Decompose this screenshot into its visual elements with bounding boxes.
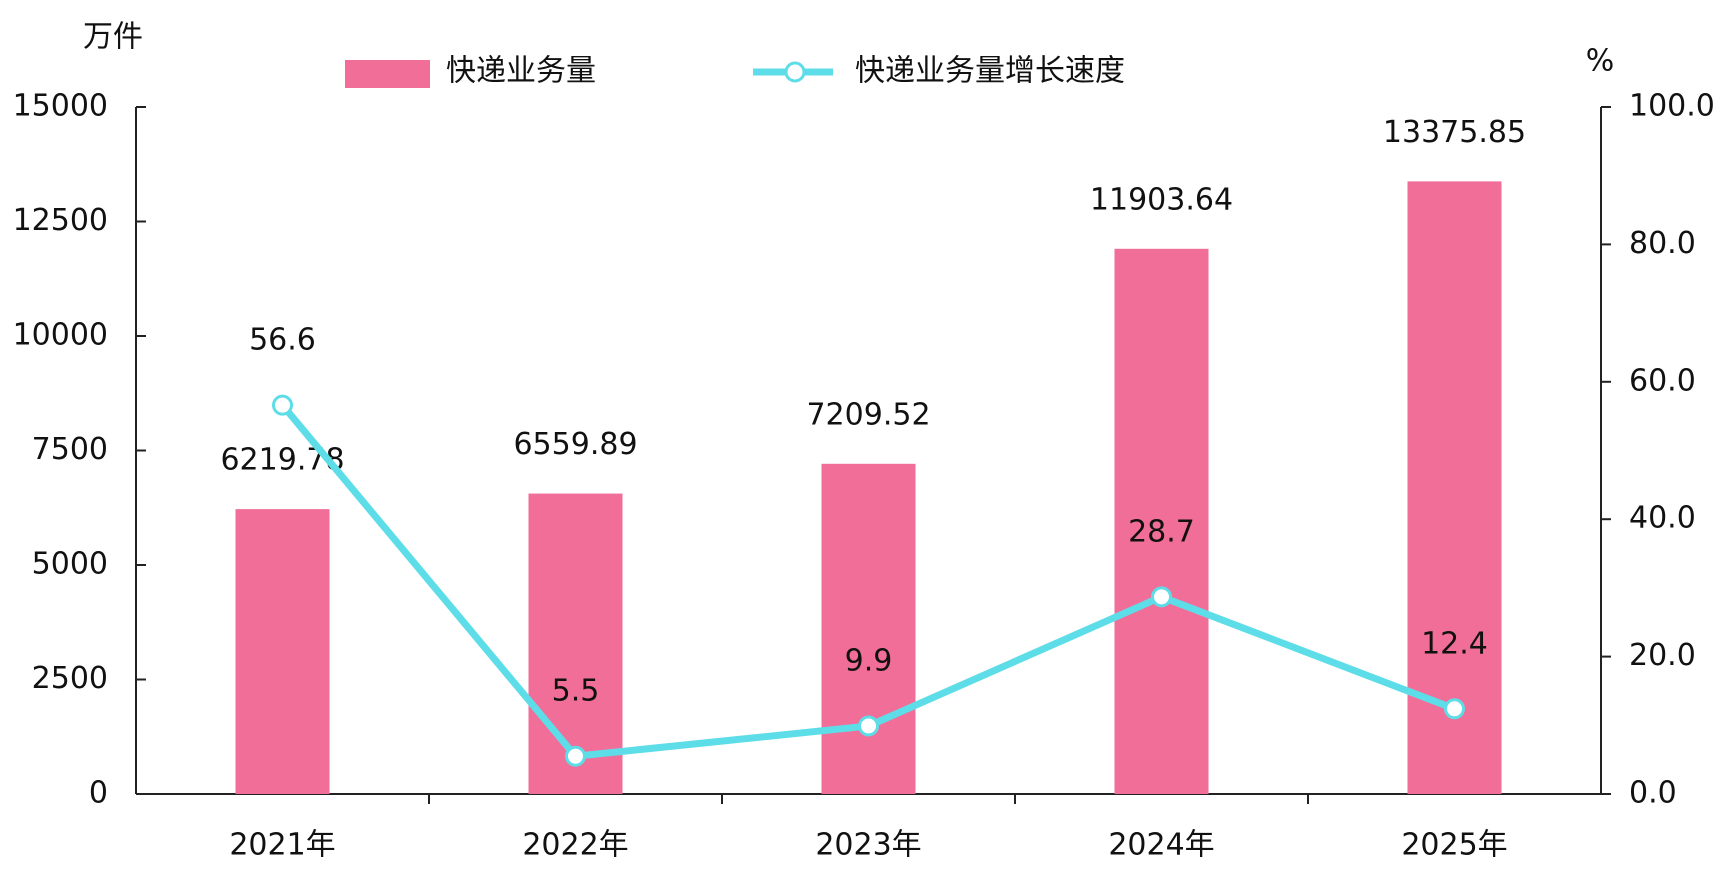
- bar-label: 11903.64: [1090, 182, 1233, 217]
- legend-label: 快递业务量增长速度: [855, 54, 1125, 89]
- y2-tick-label: 0.0: [1629, 776, 1677, 811]
- line-label: 56.6: [249, 323, 316, 358]
- y2-tick-label: 20.0: [1629, 638, 1696, 673]
- bar-label: 7209.52: [806, 397, 930, 432]
- bar: [821, 463, 916, 794]
- growth-point: [272, 394, 293, 416]
- legend-marker: [784, 61, 806, 83]
- y-unit: 万件: [83, 20, 143, 55]
- bar: [528, 493, 623, 794]
- bar: [235, 509, 330, 794]
- growth-point: [1444, 698, 1465, 720]
- line-label: 12.4: [1421, 626, 1488, 661]
- x-tick-label: 2023年: [815, 828, 921, 863]
- x-tick-label: 2024年: [1108, 828, 1214, 863]
- y2-tick-label: 100.0: [1629, 89, 1715, 124]
- y-tick-label: 2500: [32, 661, 108, 696]
- y-tick-label: 10000: [13, 318, 108, 353]
- growth-point: [565, 745, 586, 767]
- bar: [1407, 181, 1502, 795]
- growth-point: [858, 715, 879, 737]
- y2-tick-label: 80.0: [1629, 226, 1696, 261]
- bar: [1114, 248, 1209, 794]
- growth-point: [1151, 586, 1172, 608]
- line-label: 9.9: [845, 643, 893, 678]
- bar-label: 13375.85: [1383, 115, 1526, 150]
- y2-tick-label: 40.0: [1629, 501, 1696, 536]
- y-tick-label: 7500: [32, 432, 108, 467]
- x-tick-label: 2022年: [522, 828, 628, 863]
- line-label: 28.7: [1128, 514, 1195, 549]
- bar-label: 6559.89: [513, 427, 637, 462]
- legend-label: 快递业务量: [446, 54, 596, 89]
- x-tick-label: 2025年: [1401, 828, 1507, 863]
- line-label: 5.5: [552, 674, 600, 709]
- x-tick-label: 2021年: [229, 828, 335, 863]
- y2-tick-label: 60.0: [1629, 363, 1696, 398]
- y2-unit: %: [1586, 44, 1615, 79]
- legend-swatch: [345, 60, 430, 88]
- y-tick-label: 5000: [32, 547, 108, 582]
- y-tick-label: 12500: [13, 203, 108, 238]
- y-tick-label: 15000: [13, 89, 108, 124]
- y-tick-label: 0: [89, 776, 108, 811]
